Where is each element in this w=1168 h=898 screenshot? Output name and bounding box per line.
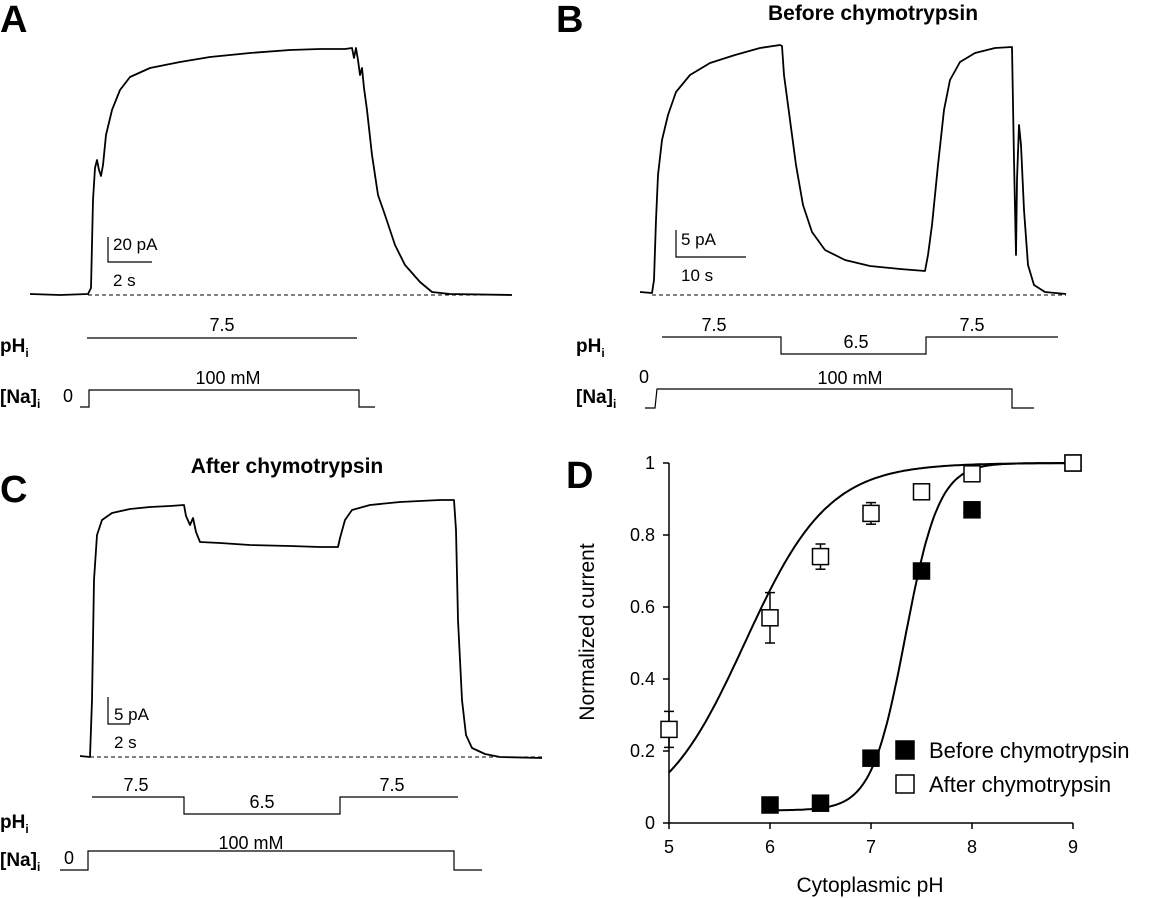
legend-marker-series-1 (895, 740, 915, 760)
x-tick-label: 7 (866, 837, 876, 857)
panel-b: B Before chymotrypsin 5 pA 10 s pHi 7.5 … (556, 0, 1067, 411)
data-point-series-2 (912, 483, 931, 501)
na-zero-a: 0 (63, 386, 73, 406)
data-point-series-1 (862, 749, 880, 767)
data-point-series-2 (1064, 454, 1082, 472)
data-point-series-2 (862, 504, 880, 523)
panel-label-c: C (0, 469, 27, 511)
x-tick-label: 5 (664, 837, 674, 857)
ph-label-c: pHi (0, 812, 29, 836)
trace-c (79, 499, 543, 759)
scale-x-a: 2 s (113, 271, 136, 290)
na-zero-c: 0 (64, 848, 74, 868)
data-point-series-1 (761, 796, 779, 814)
panel-c: C After chymotrypsin 5 pA 2 s pHi 7.5 6.… (0, 455, 543, 874)
na-label-a: [Na]i (0, 387, 40, 411)
panel-label-a: A (0, 0, 27, 41)
trace-b (639, 44, 1067, 295)
y-axis-label: Normalized current (576, 543, 599, 721)
data-point-series-1 (963, 501, 981, 519)
ph-value-b-2: 6.5 (843, 332, 868, 352)
ph-value-b-1: 7.5 (701, 315, 726, 335)
na-value-b: 100 mM (817, 368, 882, 388)
data-point-series-2 (811, 547, 830, 566)
fit-curve-series-2 (668, 462, 1073, 774)
y-tick-label: 0.8 (630, 525, 655, 545)
legend-marker-series-2 (895, 774, 915, 794)
x-tick-label: 8 (967, 837, 977, 857)
ph-value-c-1: 7.5 (123, 775, 148, 795)
data-point-series-1 (811, 794, 830, 812)
ph-value-c-3: 7.5 (379, 775, 404, 795)
na-value-c: 100 mM (218, 833, 283, 853)
ph-label-b: pHi (576, 336, 605, 360)
chart-legend: Before chymotrypsin After chymotrypsin (895, 738, 1130, 797)
scale-y-b: 5 pA (681, 230, 717, 249)
na-label-c: [Na]i (0, 850, 40, 874)
panel-d-chart: D 5 6 7 8 9 0 0.2 0.4 0.6 0.8 1 Before chymotrypsi… (566, 453, 1130, 897)
panel-a: A 20 pA 2 s pHi 7.5 [Na]i 0 100 mM (0, 0, 513, 411)
ph-step-c (92, 796, 458, 815)
legend-label-series-1: Before chymotrypsin (929, 738, 1130, 763)
panel-label-b: B (556, 0, 583, 41)
na-value-a: 100 mM (195, 368, 260, 388)
y-tick-label: 0.2 (630, 741, 655, 761)
panel-label-d: D (566, 455, 593, 497)
y-tick-label: 0.4 (630, 669, 655, 689)
ph-value-c-2: 6.5 (249, 792, 274, 812)
na-zero-b: 0 (639, 367, 649, 387)
scalebar-c (107, 697, 130, 725)
na-label-b: [Na]i (576, 387, 616, 411)
data-point-series-1 (912, 562, 931, 580)
legend-label-series-2: After chymotrypsin (929, 772, 1111, 797)
x-axis-label: Cytoplasmic pH (796, 874, 943, 897)
y-tick-label: 0.6 (630, 597, 655, 617)
y-tick-label: 1 (645, 453, 655, 473)
x-tick-label: 6 (765, 837, 775, 857)
panel-title-c: After chymotrypsin (191, 455, 384, 478)
scale-y-c: 5 pA (114, 705, 150, 724)
y-tick-label: 0 (645, 813, 655, 833)
trace-a (29, 47, 513, 296)
data-point-series-2 (660, 720, 678, 739)
chart-points (660, 454, 1082, 814)
na-step-c (60, 850, 482, 871)
scalebar-a (107, 237, 152, 263)
na-step-a (80, 389, 375, 408)
ph-value-b-3: 7.5 (959, 315, 984, 335)
scalebar-b (675, 230, 746, 258)
scale-x-b: 10 s (681, 266, 713, 285)
panel-title-b: Before chymotrypsin (768, 2, 978, 25)
scale-y-a: 20 pA (113, 235, 158, 254)
x-tick-label: 9 (1068, 837, 1078, 857)
ph-label-a: pHi (0, 336, 29, 360)
data-point-series-2 (963, 465, 981, 483)
ph-value-a-1: 7.5 (209, 315, 234, 335)
na-step-b (645, 388, 1034, 409)
data-point-series-2 (761, 609, 779, 627)
ph-step-b (662, 336, 1058, 355)
chart-axes: 5 6 7 8 9 0 0.2 0.4 0.6 0.8 1 (630, 453, 1078, 857)
scale-x-c: 2 s (114, 733, 137, 752)
